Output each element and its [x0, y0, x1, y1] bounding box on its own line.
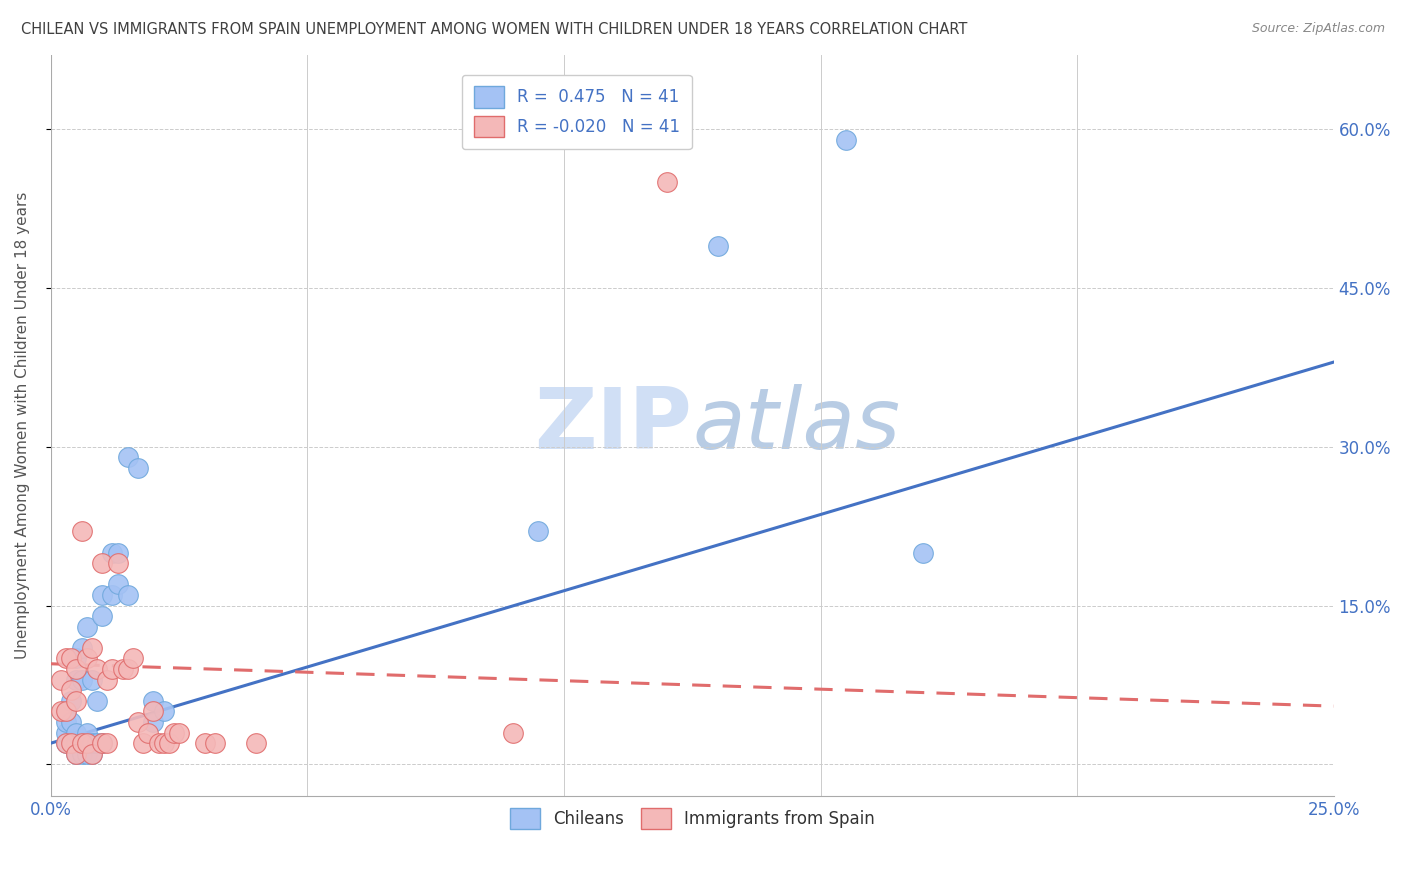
Point	[204, 736, 226, 750]
Point	[55, 714, 77, 729]
Point	[107, 577, 129, 591]
Legend: Chileans, Immigrants from Spain: Chileans, Immigrants from Spain	[503, 801, 882, 836]
Point	[117, 588, 139, 602]
Point	[101, 546, 124, 560]
Point	[91, 609, 114, 624]
Point	[117, 450, 139, 465]
Point	[142, 694, 165, 708]
Point	[80, 640, 103, 655]
Point	[49, 705, 72, 719]
Point	[76, 736, 98, 750]
Point	[60, 714, 83, 729]
Point	[80, 673, 103, 687]
Point	[96, 673, 118, 687]
Point	[65, 747, 87, 761]
Point	[76, 651, 98, 665]
Point	[912, 546, 935, 560]
Point	[152, 736, 174, 750]
Point	[86, 736, 108, 750]
Point	[76, 620, 98, 634]
Point	[80, 736, 103, 750]
Point	[70, 524, 93, 539]
Point	[65, 694, 87, 708]
Point	[527, 524, 550, 539]
Point	[142, 714, 165, 729]
Point	[107, 546, 129, 560]
Point	[80, 747, 103, 761]
Point	[70, 736, 93, 750]
Point	[60, 683, 83, 698]
Point	[55, 705, 77, 719]
Text: CHILEAN VS IMMIGRANTS FROM SPAIN UNEMPLOYMENT AMONG WOMEN WITH CHILDREN UNDER 18: CHILEAN VS IMMIGRANTS FROM SPAIN UNEMPLO…	[21, 22, 967, 37]
Point	[65, 736, 87, 750]
Point	[70, 747, 93, 761]
Point	[91, 736, 114, 750]
Point	[101, 662, 124, 676]
Point	[101, 588, 124, 602]
Point	[157, 736, 180, 750]
Point	[60, 736, 83, 750]
Point	[60, 694, 83, 708]
Point	[55, 736, 77, 750]
Point	[55, 736, 77, 750]
Point	[70, 673, 93, 687]
Point	[80, 747, 103, 761]
Point	[65, 673, 87, 687]
Point	[502, 725, 524, 739]
Point	[136, 725, 159, 739]
Point	[86, 662, 108, 676]
Point	[55, 705, 77, 719]
Point	[70, 640, 93, 655]
Point	[70, 736, 93, 750]
Point	[65, 747, 87, 761]
Text: ZIP: ZIP	[534, 384, 692, 467]
Point	[65, 662, 87, 676]
Point	[655, 175, 678, 189]
Text: Source: ZipAtlas.com: Source: ZipAtlas.com	[1251, 22, 1385, 36]
Point	[707, 238, 730, 252]
Point	[152, 705, 174, 719]
Point	[148, 736, 170, 750]
Point	[127, 714, 149, 729]
Point	[96, 736, 118, 750]
Point	[91, 556, 114, 570]
Point	[55, 725, 77, 739]
Point	[91, 736, 114, 750]
Point	[76, 747, 98, 761]
Point	[65, 725, 87, 739]
Point	[163, 725, 186, 739]
Point	[65, 651, 87, 665]
Point	[111, 662, 134, 676]
Point	[86, 694, 108, 708]
Point	[194, 736, 217, 750]
Point	[132, 736, 155, 750]
Point	[76, 725, 98, 739]
Point	[107, 556, 129, 570]
Point	[142, 705, 165, 719]
Point	[127, 461, 149, 475]
Point	[122, 651, 145, 665]
Text: atlas: atlas	[692, 384, 900, 467]
Point	[55, 651, 77, 665]
Point	[117, 662, 139, 676]
Point	[167, 725, 190, 739]
Point	[60, 736, 83, 750]
Point	[245, 736, 267, 750]
Point	[91, 588, 114, 602]
Point	[49, 673, 72, 687]
Point	[835, 133, 858, 147]
Y-axis label: Unemployment Among Women with Children Under 18 years: Unemployment Among Women with Children U…	[15, 192, 30, 659]
Point	[60, 651, 83, 665]
